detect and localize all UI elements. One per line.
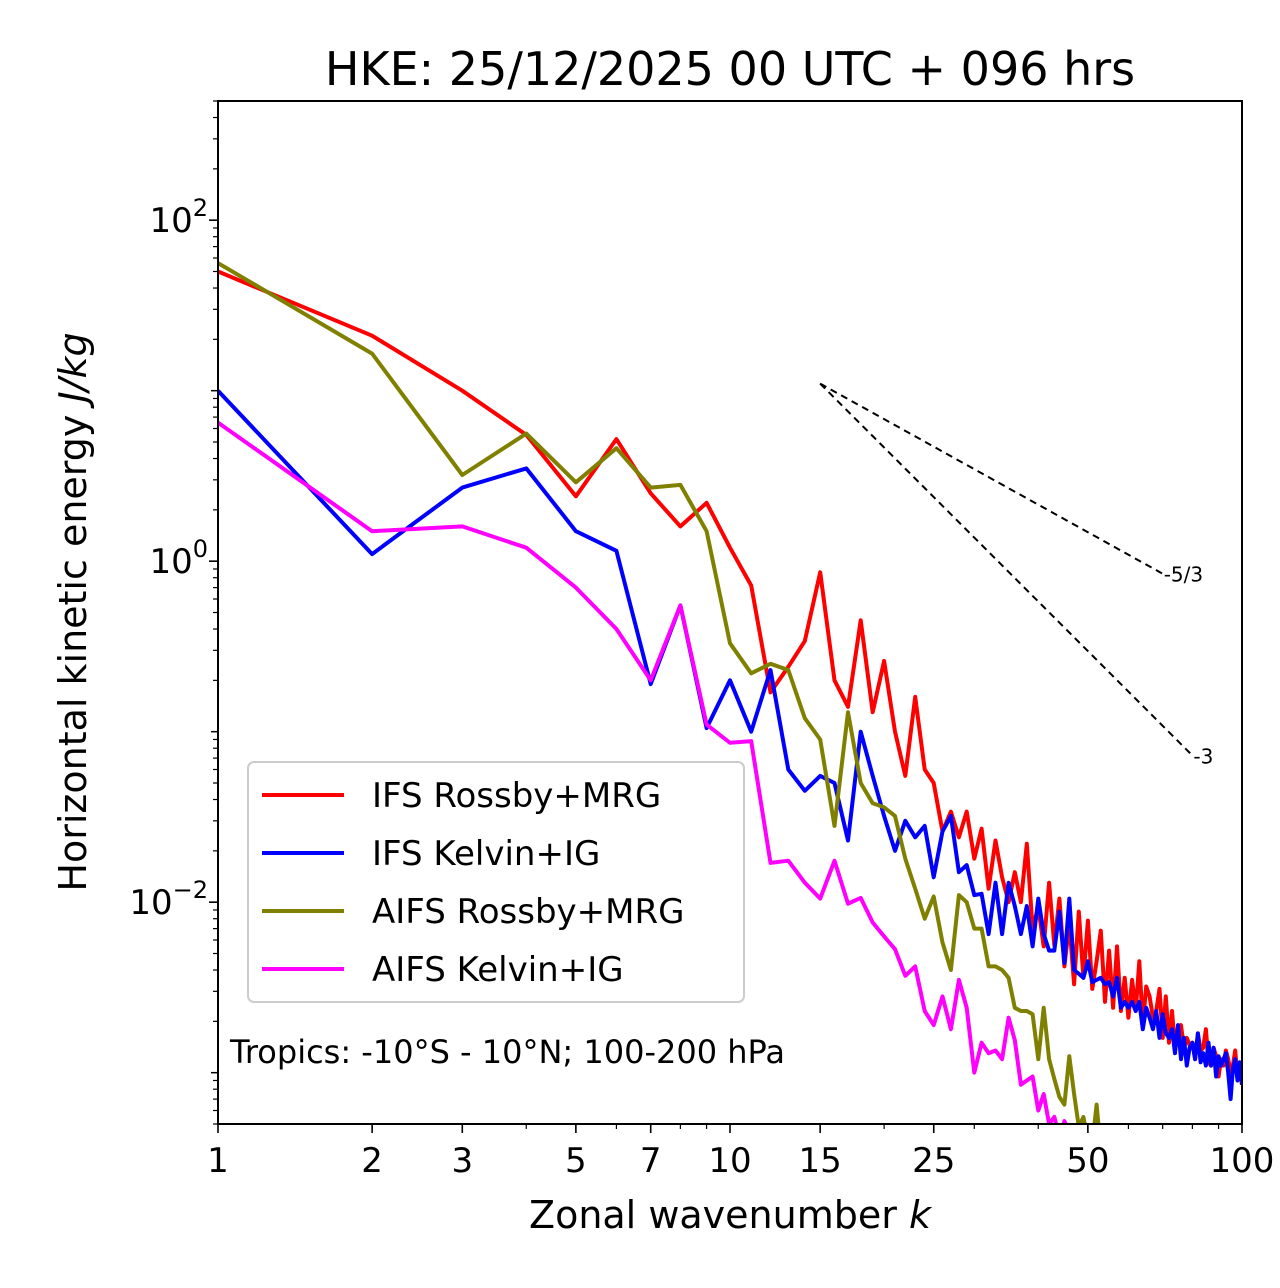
x-tick-label: 10 [708,1141,751,1181]
region-annotation: Tropics: -10°S - 10°N; 100-200 hPa [229,1033,785,1071]
series-line-ifs-kelvin-ig [218,389,1242,1102]
x-tick-label: 25 [912,1141,955,1181]
x-tick-label: 100 [1210,1141,1275,1181]
x-axis-label-var: k [909,1193,933,1237]
y-axis-label: Horizontal kinetic energy J/kg [51,332,95,891]
y-tick-label: 10−2 [129,876,208,923]
legend-label: IFS Kelvin+IG [372,834,600,874]
reference-slope-label: -3 [1193,744,1213,768]
x-axis-label: Zonal wavenumber k [529,1193,933,1237]
series-line-aifs-rossby-mrg [218,261,1101,1124]
y-tick-labels: 102 100 10−2 [129,194,208,923]
series-layer [218,261,1242,1124]
legend: IFS Rossby+MRG IFS Kelvin+IG AIFS Rossby+M… [247,761,745,1003]
reference-slope-line [819,382,1164,575]
x-tick-label: 7 [640,1141,662,1181]
x-axis-label-text: Zonal wavenumber [529,1193,897,1237]
y-axis-label-text: Horizontal kinetic energy [51,415,95,892]
x-tick-label: 2 [361,1141,383,1181]
y-tick-label: 102 [149,194,208,241]
legend-label: AIFS Rossby+MRG [372,892,684,932]
reference-slope-label: -5/3 [1164,563,1203,587]
chart-title: HKE: 25/12/2025 00 UTC + 096 hrs [325,42,1135,96]
x-tick-label: 5 [565,1141,587,1181]
series-line-aifs-kelvin-ig [218,420,1068,1124]
plot-frame [217,100,1243,1125]
x-tick-label: 3 [451,1141,473,1181]
reference-slope-line [819,382,1194,757]
reference-slopes: -5/3 -3 [819,382,1213,768]
x-tick-labels: 1 2 3 5 7 10 15 25 50 100 [207,1141,1274,1181]
y-axis-label-units: J/kg [51,332,95,409]
x-tick-label: 15 [799,1141,842,1181]
legend-frame [247,761,745,1003]
x-tick-label: 50 [1066,1141,1109,1181]
series-line-ifs-rossby-mrg [218,269,1242,1085]
y-tick-label: 100 [149,535,208,582]
major-ticks [209,219,1243,1133]
legend-label: AIFS Kelvin+IG [372,950,624,990]
x-tick-label: 1 [207,1141,229,1181]
legend-label: IFS Rossby+MRG [372,776,661,816]
